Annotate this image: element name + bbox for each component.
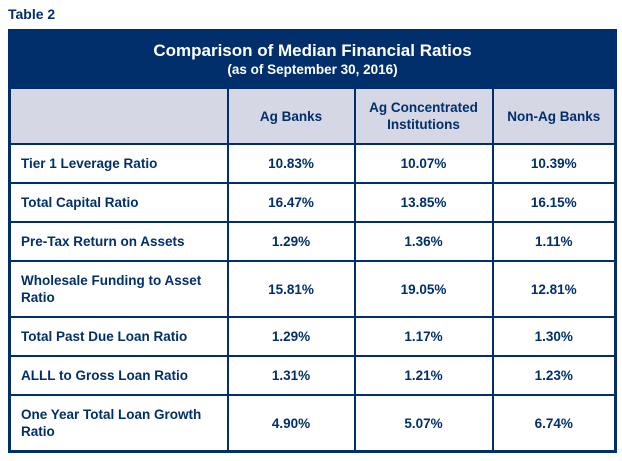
column-header: Non-Ag Banks — [491, 87, 617, 145]
row-label-column-header — [8, 87, 229, 145]
row-label: Tier 1 Leverage Ratio — [8, 143, 229, 184]
table-title-cell: Comparison of Median Financial Ratios (a… — [8, 29, 617, 89]
row-label: Total Capital Ratio — [8, 182, 229, 223]
ratio-value: 4.90% — [226, 394, 356, 453]
ratio-value: 1.29% — [226, 316, 356, 357]
row-label: Total Past Due Loan Ratio — [8, 316, 229, 357]
ratio-value: 16.15% — [491, 182, 617, 223]
ratio-value: 6.74% — [491, 394, 617, 453]
row-label: Wholesale Funding to Asset Ratio — [8, 260, 229, 318]
table-row: Total Capital Ratio 16.47% 13.85% 16.15% — [8, 182, 617, 223]
column-header-row: Ag Banks Ag Concentrated Institutions Non-… — [8, 87, 617, 145]
ratio-value: 1.17% — [353, 316, 494, 357]
ratio-value: 1.21% — [353, 355, 494, 396]
ratio-value: 16.47% — [226, 182, 356, 223]
column-header: Ag Banks — [226, 87, 356, 145]
ratio-value: 15.81% — [226, 260, 356, 318]
table-row: Total Past Due Loan Ratio 1.29% 1.17% 1.30% — [8, 316, 617, 357]
table-row: Tier 1 Leverage Ratio 10.83% 10.07% 10.39% — [8, 143, 617, 184]
table-label: Table 2 — [8, 6, 56, 22]
table-row: Wholesale Funding to Asset Ratio 15.81% 19… — [8, 260, 617, 318]
row-label: ALLL to Gross Loan Ratio — [8, 355, 229, 396]
ratio-value: 1.23% — [491, 355, 617, 396]
ratio-value: 1.36% — [353, 221, 494, 262]
table-row: ALLL to Gross Loan Ratio 1.31% 1.21% 1.23% — [8, 355, 617, 396]
ratio-value: 13.85% — [353, 182, 494, 223]
ratio-value: 1.30% — [491, 316, 617, 357]
table-row: One Year Total Loan Growth Ratio 4.90% 5.0… — [8, 394, 617, 453]
table-subtitle: (as of September 30, 2016) — [227, 62, 398, 77]
ratio-value: 1.31% — [226, 355, 356, 396]
ratio-value: 10.39% — [491, 143, 617, 184]
row-label: One Year Total Loan Growth Ratio — [8, 394, 229, 453]
ratio-value: 12.81% — [491, 260, 617, 318]
row-label: Pre-Tax Return on Assets — [8, 221, 229, 262]
ratio-value: 10.83% — [226, 143, 356, 184]
ratio-value: 1.29% — [226, 221, 356, 262]
ratio-value: 5.07% — [353, 394, 494, 453]
table-row: Pre-Tax Return on Assets 1.29% 1.36% 1.11% — [8, 221, 617, 262]
table-title-bar: Comparison of Median Financial Ratios (a… — [8, 29, 617, 89]
ratio-value: 19.05% — [353, 260, 494, 318]
table-body: Tier 1 Leverage Ratio 10.83% 10.07% 10.39% T… — [8, 143, 617, 453]
column-header: Ag Concentrated Institutions — [353, 87, 494, 145]
financial-ratios-table: Comparison of Median Financial Ratios (a… — [8, 29, 618, 453]
table-title: Comparison of Median Financial Ratios — [153, 41, 472, 60]
ratio-value: 1.11% — [491, 221, 617, 262]
ratio-value: 10.07% — [353, 143, 494, 184]
